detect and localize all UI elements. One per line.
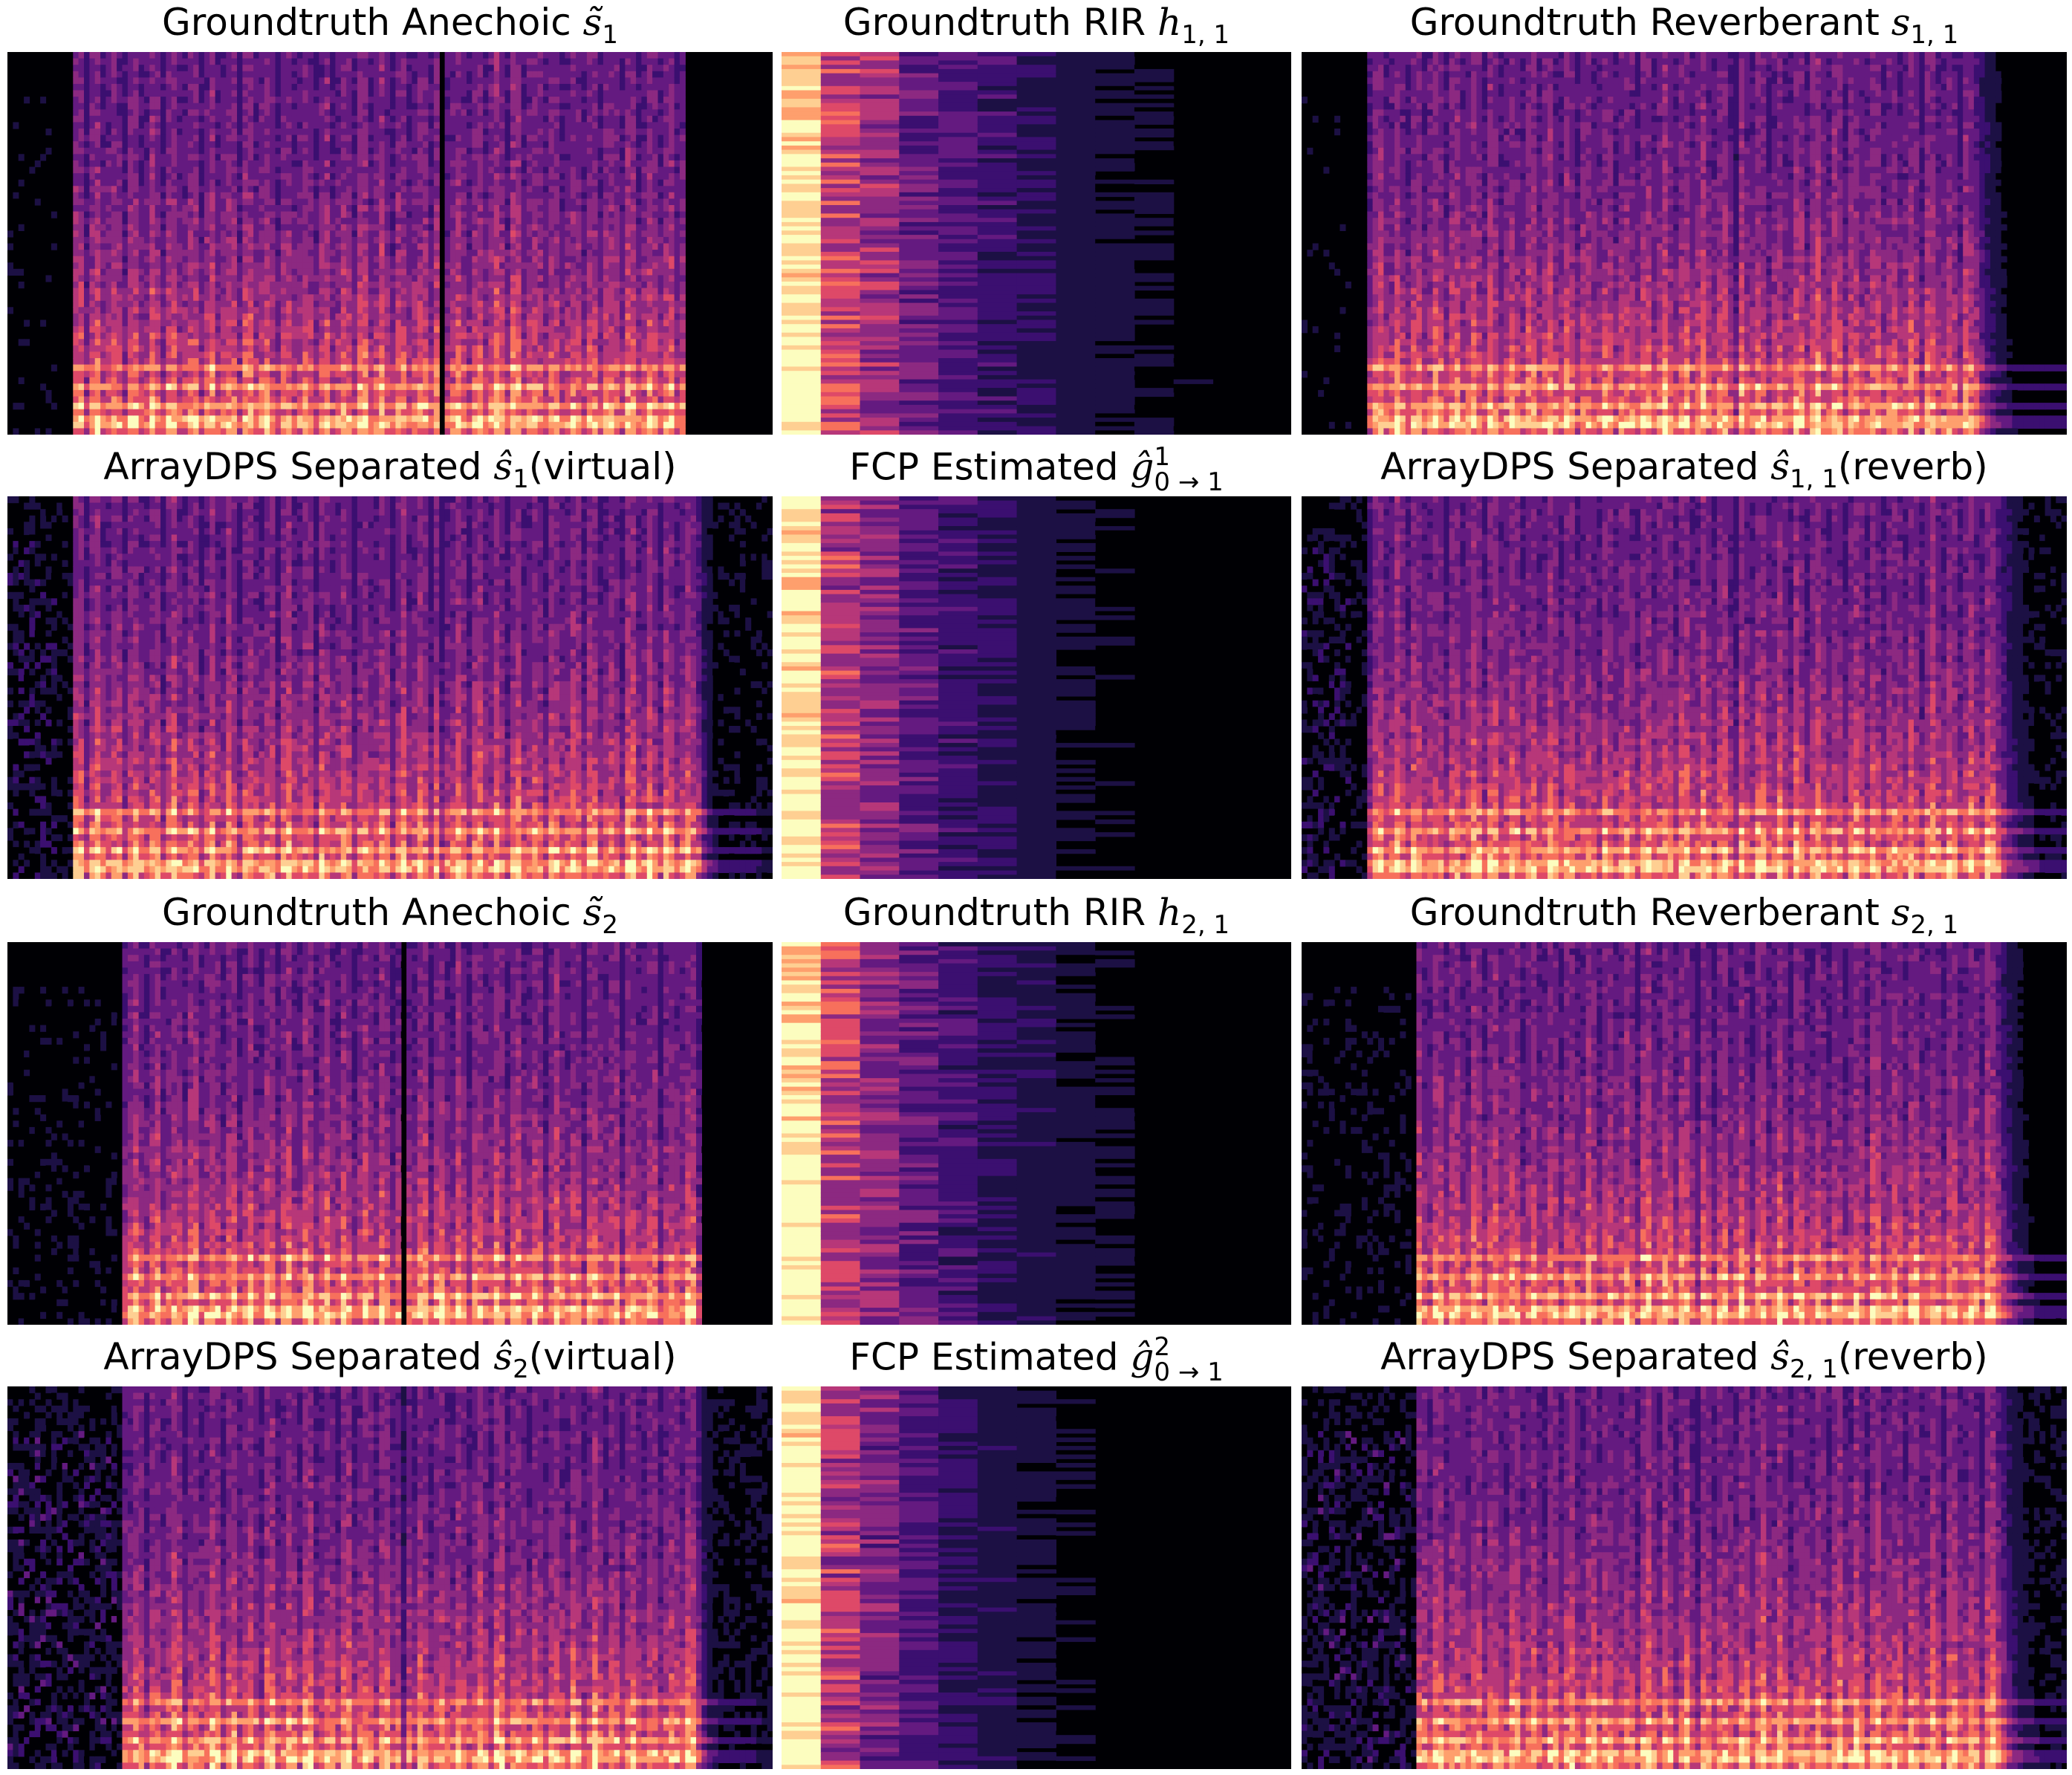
math-subscript: 2 [602, 910, 618, 940]
spectrogram-image [782, 496, 1291, 879]
math-symbol: s̃ [583, 1, 603, 44]
title-arraydps-virtual-1: ArrayDPS Separated ŝ1(virtual) [7, 444, 773, 502]
spectrogram-gt-anechoic-2 [7, 942, 773, 1325]
spectrogram-gt-reverberant-21 [1302, 942, 2067, 1325]
spectrogram-image [782, 942, 1291, 1325]
title-gt-rir-2: Groundtruth RIR h2, 1 [782, 890, 1291, 947]
title-arraydps-reverb-11: ArrayDPS Separated ŝ1, 1(reverb) [1302, 444, 2067, 502]
spectrogram-image [782, 1386, 1291, 1769]
spectrogram-image [7, 52, 773, 435]
math-symbol: s [1891, 1, 1911, 44]
spectrogram-image [1302, 1386, 2067, 1769]
math-subscript: 0 → 1 [1154, 1360, 1223, 1385]
math-subscript: 1, 1 [1181, 20, 1230, 50]
spectrogram-image [1302, 52, 2067, 435]
math-symbol: s̃ [583, 891, 603, 934]
spectrogram-fcp-estimated-2 [782, 1386, 1291, 1769]
spectrogram-arraydps-reverb-21 [1302, 1386, 2067, 1769]
spectrogram-arraydps-reverb-11 [1302, 496, 2067, 879]
math-symbol: s [1891, 891, 1911, 934]
title-gt-rir-1: Groundtruth RIR h1, 1 [782, 0, 1291, 57]
spectrogram-image [7, 942, 773, 1325]
title-gt-reverberant-11: Groundtruth Reverberant s1, 1 [1302, 0, 2067, 57]
math-subscript: 2, 1 [1790, 1354, 1838, 1384]
spectrogram-image [1302, 496, 2067, 879]
math-symbol: ŝ [493, 1335, 513, 1378]
spectrogram-gt-rir-2 [782, 942, 1291, 1325]
math-symbol: h [1157, 891, 1181, 934]
math-subscript: 1, 1 [1790, 464, 1838, 494]
spectrogram-image [1302, 942, 2067, 1325]
math-symbol: h [1157, 1, 1181, 44]
math-superscript: 1 [1154, 444, 1223, 470]
spectrogram-arraydps-virtual-1 [7, 496, 773, 879]
math-subscript: 0 → 1 [1154, 470, 1223, 495]
math-subscript: 1, 1 [1910, 20, 1958, 50]
title-arraydps-virtual-2: ArrayDPS Separated ŝ2(virtual) [7, 1334, 773, 1392]
math-subscript: 1 [513, 464, 529, 494]
math-subscript: 2, 1 [1910, 910, 1958, 940]
spectrogram-fcp-estimated-1 [782, 496, 1291, 879]
math-symbol: ŝ [1770, 445, 1790, 488]
math-symbol: ĝ [1130, 446, 1154, 489]
math-superscript: 2 [1154, 1334, 1223, 1360]
math-subscript: 2 [513, 1354, 529, 1384]
title-arraydps-reverb-21: ArrayDPS Separated ŝ2, 1(reverb) [1302, 1334, 2067, 1392]
math-subscript: 2, 1 [1181, 910, 1230, 940]
spectrogram-gt-rir-1 [782, 52, 1291, 435]
title-gt-anechoic-2: Groundtruth Anechoic s̃2 [7, 890, 773, 947]
math-symbol: ŝ [493, 445, 513, 488]
spectrogram-image [782, 52, 1291, 435]
title-gt-anechoic-1: Groundtruth Anechoic s̃1 [7, 0, 773, 57]
spectrogram-gt-reverberant-11 [1302, 52, 2067, 435]
spectrogram-gt-anechoic-1 [7, 52, 773, 435]
math-symbol: ĝ [1130, 1336, 1154, 1379]
math-symbol: ŝ [1770, 1335, 1790, 1378]
title-gt-reverberant-21: Groundtruth Reverberant s2, 1 [1302, 890, 2067, 947]
spectrogram-arraydps-virtual-2 [7, 1386, 773, 1769]
spectrogram-image [7, 1386, 773, 1769]
spectrogram-image [7, 496, 773, 879]
math-subscript: 1 [602, 20, 618, 50]
